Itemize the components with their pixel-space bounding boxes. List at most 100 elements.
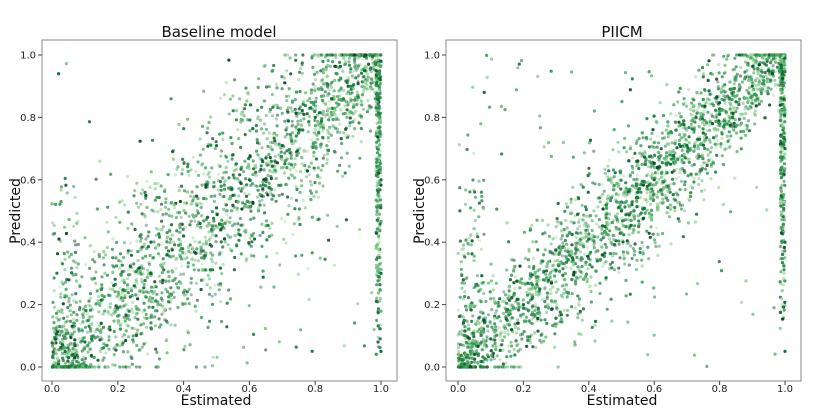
scatter-point xyxy=(209,143,213,147)
scatter-point xyxy=(170,200,174,205)
scatter-point xyxy=(92,334,96,338)
scatter-point xyxy=(778,168,783,172)
scatter-point xyxy=(493,330,497,334)
scatter-point xyxy=(712,127,716,131)
scatter-point xyxy=(64,320,68,324)
scatter-point xyxy=(504,315,508,319)
scatter-point xyxy=(375,164,379,168)
scatter-point xyxy=(526,258,531,262)
scatter-point xyxy=(473,195,477,199)
scatter-point xyxy=(331,60,335,64)
scatter-point xyxy=(217,288,221,292)
scatter-point xyxy=(99,321,103,325)
scatter-point xyxy=(632,177,636,181)
scatter-point xyxy=(577,197,581,201)
scatter-point xyxy=(556,220,560,224)
scatter-point xyxy=(88,347,92,351)
scatter-point xyxy=(371,61,375,65)
scatter-point xyxy=(616,185,620,189)
scatter-point xyxy=(60,351,64,355)
scatter-point xyxy=(297,215,301,220)
scatter-point xyxy=(96,294,100,299)
scatter-point xyxy=(80,275,84,279)
scatter-point xyxy=(155,292,159,296)
scatter-point xyxy=(243,205,247,209)
scatter-point xyxy=(667,215,672,219)
scatter-point xyxy=(95,289,99,293)
scatter-point xyxy=(772,93,776,97)
scatter-point xyxy=(629,210,633,214)
scatter-point xyxy=(222,187,227,191)
scatter-point xyxy=(312,103,316,107)
scatter-point xyxy=(185,290,189,294)
scatter-point xyxy=(219,282,223,286)
scatter-point xyxy=(612,175,616,179)
scatter-point xyxy=(277,153,281,157)
scatter-point xyxy=(134,304,138,308)
scatter-point xyxy=(231,203,235,207)
scatter-point xyxy=(557,251,562,255)
scatter-point xyxy=(77,327,81,331)
scatter-point xyxy=(752,67,756,71)
scatter-point xyxy=(706,153,710,157)
scatter-point xyxy=(99,327,104,331)
scatter-point xyxy=(224,165,228,170)
scatter-point xyxy=(206,182,210,186)
scatter-point xyxy=(249,183,253,188)
scatter-point xyxy=(625,239,629,243)
scatter-point xyxy=(471,314,475,318)
scatter-point xyxy=(260,222,264,226)
scatter-point xyxy=(141,256,145,260)
scatter-point xyxy=(479,247,483,251)
scatter-point xyxy=(730,109,734,113)
scatter-point xyxy=(549,270,553,274)
scatter-point xyxy=(178,223,182,227)
scatter-point xyxy=(137,266,141,270)
scatter-point xyxy=(145,316,149,320)
scatter-point xyxy=(608,262,613,266)
scatter-point xyxy=(577,300,581,304)
scatter-point xyxy=(118,327,123,331)
scatter-point xyxy=(375,114,379,118)
scatter-point xyxy=(73,195,77,199)
scatter-point xyxy=(374,231,378,235)
scatter-point xyxy=(649,165,653,169)
scatter-point xyxy=(88,266,92,270)
scatter-point xyxy=(777,83,781,87)
scatter-point xyxy=(140,277,144,281)
scatter-point xyxy=(610,319,614,323)
scatter-point xyxy=(156,303,160,307)
scatter-point xyxy=(87,299,91,303)
x-tick-label: 1.0 xyxy=(373,384,389,395)
scatter-point xyxy=(569,200,573,204)
scatter-point xyxy=(744,112,748,116)
scatter-point xyxy=(194,214,198,218)
scatter-point xyxy=(458,209,462,213)
scatter-point xyxy=(474,341,478,345)
scatter-point xyxy=(635,199,639,203)
scatter-point xyxy=(667,149,671,154)
scatter-point xyxy=(486,329,490,333)
scatter-point xyxy=(130,356,134,361)
scatter-point xyxy=(577,268,581,273)
scatter-point xyxy=(781,305,785,309)
scatter-point xyxy=(52,223,56,228)
scatter-point xyxy=(76,242,80,247)
scatter-point xyxy=(131,300,135,304)
scatter-point xyxy=(463,329,467,333)
scatter-point xyxy=(493,338,497,342)
scatter-point xyxy=(565,257,569,261)
scatter-point xyxy=(70,324,74,328)
scatter-point xyxy=(131,334,135,338)
scatter-point xyxy=(259,127,264,131)
scatter-point xyxy=(248,118,252,122)
scatter-point xyxy=(708,150,713,154)
scatter-point xyxy=(377,194,381,198)
scatter-point xyxy=(577,242,582,246)
scatter-point xyxy=(160,242,164,246)
scatter-point xyxy=(152,315,156,319)
scatter-point xyxy=(238,233,242,237)
scatter-point xyxy=(54,202,58,206)
scatter-point xyxy=(300,162,304,166)
scatter-point xyxy=(201,147,205,151)
